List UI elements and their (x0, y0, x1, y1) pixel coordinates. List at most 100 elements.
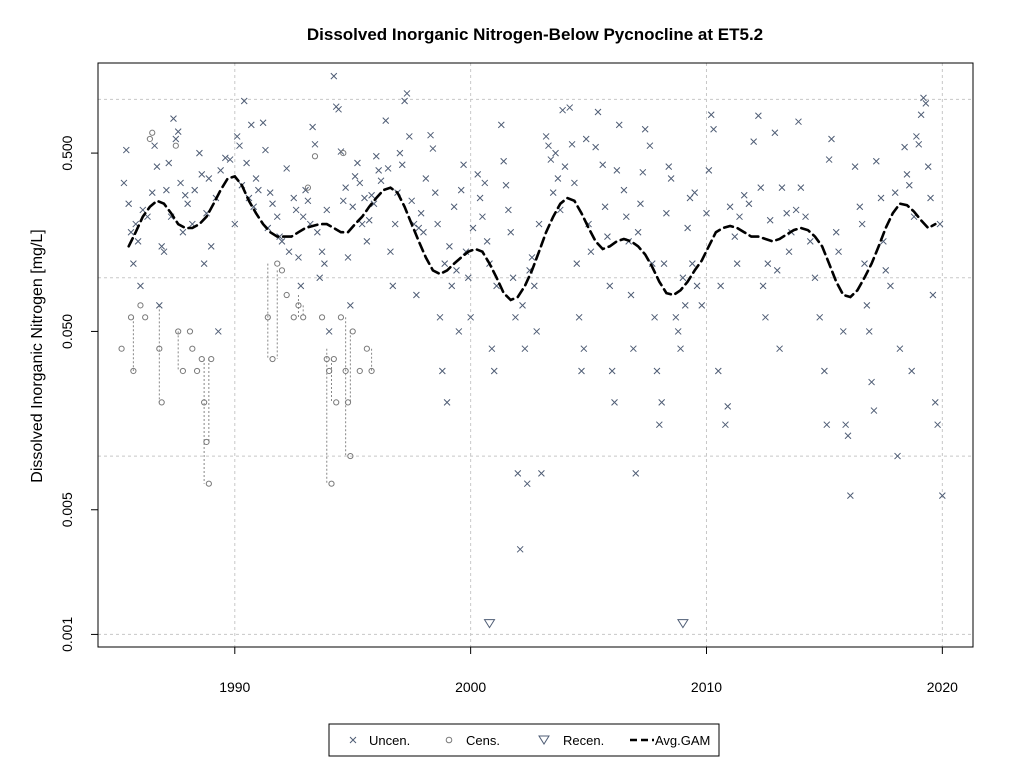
uncensored-point (457, 186, 465, 194)
legend-item-uncen: Uncen. (349, 733, 410, 748)
uncensored-point (349, 203, 357, 211)
uncensored-point (908, 367, 916, 375)
censored-point (208, 355, 215, 363)
uncensored-point (604, 233, 611, 240)
y-tick-label: 0.500 (59, 135, 75, 170)
uncensored-point (776, 345, 783, 353)
uncensored-point (931, 399, 939, 406)
uncensored-point (792, 206, 800, 214)
uncensored-point (665, 163, 673, 170)
censored-point (274, 260, 281, 267)
uncensored-point (771, 129, 779, 137)
uncensored-point (870, 407, 878, 414)
censored-point (158, 399, 165, 406)
uncensored-point (667, 175, 675, 182)
uncensored-point (622, 213, 630, 221)
y-tick-label: 0.005 (59, 492, 75, 527)
uncensored-point (398, 161, 406, 169)
uncensored-point (863, 302, 871, 309)
chart-title: Dissolved Inorganic Nitrogen-Below Pycno… (307, 25, 763, 44)
uncensored-point (153, 163, 161, 170)
uncensored-point (630, 345, 637, 353)
uncensored-point (474, 170, 482, 178)
uncensored-point (318, 248, 326, 256)
uncensored-point (634, 228, 642, 236)
uncensored-point (243, 159, 250, 167)
uncensored-point (523, 480, 531, 488)
uncensored-point (891, 189, 899, 197)
uncensored-point (538, 470, 545, 477)
uncensored-point (535, 220, 543, 228)
uncensored-point (217, 167, 224, 174)
censored-point (203, 438, 210, 446)
uncensored-point (920, 94, 927, 102)
uncensored-point (578, 367, 585, 375)
uncensored-point (269, 200, 276, 208)
uncensored-point (148, 189, 156, 197)
uncensored-point (613, 167, 621, 174)
uncensored-point (370, 200, 378, 208)
censored-point (172, 142, 179, 149)
uncensored-point (479, 213, 486, 221)
uncensored-point (285, 248, 293, 256)
uncensored-point (401, 97, 408, 105)
uncensored-point (917, 111, 925, 119)
x-tick-label: 1990 (219, 679, 250, 695)
uncensored-point (887, 282, 894, 290)
uncensored-point (797, 184, 805, 192)
uncensored-point (686, 194, 694, 202)
uncensored-point (882, 267, 890, 274)
uncensored-point (283, 165, 291, 172)
uncensored-point (894, 452, 901, 460)
censored-point (337, 314, 345, 321)
uncensored-point (172, 135, 180, 143)
gam-line-group (127, 174, 937, 302)
uncensored-point (387, 248, 394, 256)
uncensored-point (766, 216, 774, 224)
uncensored-point (297, 282, 305, 290)
uncensored-point (231, 220, 239, 228)
uncensored-point (816, 313, 824, 321)
uncensored-point (368, 191, 375, 199)
uncensored-point (516, 545, 524, 553)
axes: 1990 2000 2010 2020 0.001 0.005 0.050 0.500 (59, 135, 958, 695)
uncensored-point (764, 260, 772, 267)
uncensored-point (903, 170, 911, 178)
uncensored-point (582, 135, 590, 143)
uncensored-point (599, 161, 607, 169)
uncensored-point (521, 345, 529, 353)
uncensored-point (467, 313, 474, 321)
uncensored-point (757, 184, 765, 192)
uncensored-point (262, 146, 269, 154)
uncensored-point (240, 97, 248, 105)
uncensored-point (821, 367, 828, 375)
uncensored-point (823, 421, 831, 429)
uncensored-point (311, 140, 319, 148)
uncensored-point (901, 143, 908, 151)
uncensored-point (528, 254, 536, 261)
uncensored-point (304, 197, 312, 205)
uncensored-point (278, 237, 286, 245)
uncensored-point (365, 216, 373, 224)
uncensored-point (377, 177, 385, 185)
uncensored-point (252, 175, 260, 182)
uncensored-point (502, 181, 510, 189)
uncensored-point (214, 328, 222, 335)
uncensored-point (290, 194, 298, 202)
uncensored-point (436, 313, 444, 321)
uncensored-point (674, 328, 682, 335)
uncensored-point (929, 291, 937, 299)
uncensored-point (259, 119, 267, 127)
uncensored-point (405, 133, 413, 140)
uncensored-point (351, 173, 359, 180)
uncensored-point (408, 197, 416, 205)
uncensored-point (639, 168, 647, 176)
censored-point (326, 367, 333, 375)
uncensored-point (858, 220, 866, 228)
uncensored-point (847, 492, 854, 499)
uncensored-point (438, 367, 446, 375)
uncensored-point (509, 274, 517, 282)
uncensored-point (127, 228, 135, 236)
uncensored-point (691, 189, 699, 197)
uncensored-point (420, 228, 427, 236)
